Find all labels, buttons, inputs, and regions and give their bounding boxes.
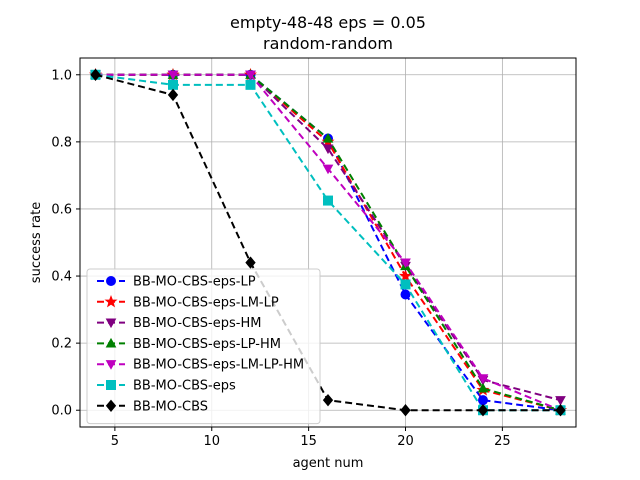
- data-point: [400, 289, 411, 300]
- x-tick-label: 20: [397, 434, 414, 449]
- axis-ticks: 5 10 15 20 25 0.0 0.2 0.4 0.6 0.8 1.0: [51, 68, 510, 449]
- legend-marker: [106, 276, 116, 286]
- data-point: [477, 404, 489, 417]
- legend-item: BB-MO-CBS: [97, 399, 208, 414]
- data-point: [167, 88, 179, 102]
- legend-marker: [105, 337, 117, 348]
- x-tick-label: 15: [300, 434, 317, 449]
- data-point: [323, 195, 333, 206]
- legend-label: BB-MO-CBS-eps-LP: [133, 275, 256, 290]
- data-point: [398, 269, 413, 282]
- data-point: [555, 404, 566, 417]
- data-point: [477, 382, 489, 393]
- data-point: [168, 79, 178, 90]
- data-point: [245, 79, 256, 90]
- data-point: [90, 68, 101, 81]
- data-point: [478, 395, 488, 406]
- chart-title-line1: empty-48-48 eps = 0.05: [230, 13, 426, 32]
- legend-label: BB-MO-CBS-eps-LM-LP-HM: [133, 358, 304, 373]
- data-point: [400, 279, 411, 290]
- y-tick-label: 0.6: [51, 202, 72, 217]
- legend-label: BB-MO-CBS: [133, 399, 208, 414]
- data-point: [322, 132, 334, 143]
- y-tick-label: 0.8: [51, 135, 72, 150]
- x-tick-label: 10: [203, 434, 220, 449]
- legend-marker: [104, 294, 118, 308]
- legend-item: BB-MO-CBS-eps: [97, 379, 236, 394]
- data-point: [555, 396, 566, 406]
- data-point: [400, 258, 411, 269]
- legend-marker: [106, 380, 116, 390]
- legend-marker: [105, 318, 117, 329]
- legend-item: BB-MO-CBS-eps-LM-LP-HM: [97, 358, 304, 373]
- data-point: [322, 164, 334, 175]
- plot-area-frame: [79, 57, 577, 428]
- x-axis-label: agent num: [293, 456, 364, 471]
- legend-item: BB-MO-CBS-eps-LP-HM: [97, 337, 281, 352]
- legend: BB-MO-CBS-eps-LP BB-MO-CBS-eps-LM-LP BB-MO…: [86, 268, 321, 425]
- series-BB-MO-CBS: [90, 68, 566, 417]
- legend-marker: [105, 360, 117, 370]
- data-point: [245, 256, 256, 269]
- series-layer: [88, 67, 568, 417]
- legend-label: BB-MO-CBS-eps-HM: [133, 316, 261, 331]
- data-point: [477, 374, 489, 384]
- legend-item: BB-MO-CBS-eps-HM: [97, 316, 261, 331]
- y-tick-label: 0.4: [51, 270, 72, 285]
- legend-item: BB-MO-CBS-eps-LM-LP: [97, 294, 279, 310]
- y-axis-label: success rate: [29, 202, 44, 283]
- data-point: [322, 393, 334, 407]
- x-tick-label: 25: [494, 434, 511, 449]
- legend-label: BB-MO-CBS-eps-LM-LP: [133, 295, 279, 310]
- legend-item: BB-MO-CBS-eps-LP: [97, 275, 256, 290]
- y-tick-label: 0.0: [51, 404, 72, 419]
- y-tick-label: 1.0: [51, 68, 72, 83]
- y-tick-label: 0.2: [51, 337, 72, 352]
- data-point: [400, 404, 411, 417]
- chart-title-line2: random-random: [263, 34, 393, 53]
- data-point: [167, 70, 179, 81]
- legend-label: BB-MO-CBS-eps-LP-HM: [133, 337, 281, 352]
- legend-box: [86, 268, 321, 425]
- data-point: [245, 70, 256, 81]
- x-tick-label: 5: [111, 434, 119, 449]
- legend-label: BB-MO-CBS-eps: [133, 379, 236, 394]
- legend-marker: [105, 399, 117, 412]
- data-point: [322, 144, 334, 155]
